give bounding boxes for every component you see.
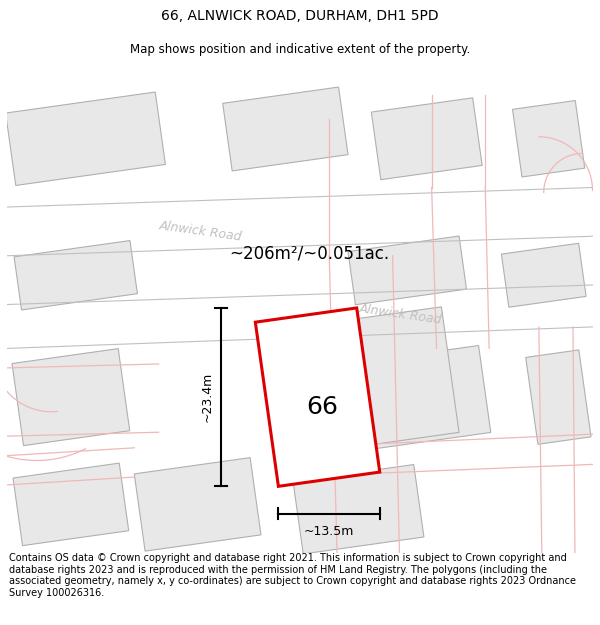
Polygon shape bbox=[512, 101, 585, 177]
Text: 66: 66 bbox=[307, 395, 338, 419]
Text: Contains OS data © Crown copyright and database right 2021. This information is : Contains OS data © Crown copyright and d… bbox=[9, 553, 576, 598]
Polygon shape bbox=[223, 87, 348, 171]
Polygon shape bbox=[371, 98, 482, 179]
Polygon shape bbox=[526, 350, 591, 444]
Polygon shape bbox=[14, 241, 137, 310]
Polygon shape bbox=[363, 346, 491, 449]
Polygon shape bbox=[134, 458, 261, 551]
Text: Alnwick Road: Alnwick Road bbox=[158, 219, 243, 244]
Polygon shape bbox=[293, 464, 424, 554]
Polygon shape bbox=[13, 463, 129, 546]
Polygon shape bbox=[258, 307, 459, 458]
Polygon shape bbox=[256, 308, 380, 486]
Text: 66, ALNWICK ROAD, DURHAM, DH1 5PD: 66, ALNWICK ROAD, DURHAM, DH1 5PD bbox=[161, 9, 439, 23]
Text: Map shows position and indicative extent of the property.: Map shows position and indicative extent… bbox=[130, 42, 470, 56]
Polygon shape bbox=[348, 236, 466, 305]
Text: Alnwick Road: Alnwick Road bbox=[359, 302, 443, 326]
Text: ~23.4m: ~23.4m bbox=[201, 372, 214, 423]
Polygon shape bbox=[502, 243, 586, 308]
Text: ~206m²/~0.051ac.: ~206m²/~0.051ac. bbox=[230, 245, 390, 262]
Polygon shape bbox=[5, 92, 166, 186]
Polygon shape bbox=[12, 349, 130, 446]
Text: ~13.5m: ~13.5m bbox=[304, 524, 354, 538]
